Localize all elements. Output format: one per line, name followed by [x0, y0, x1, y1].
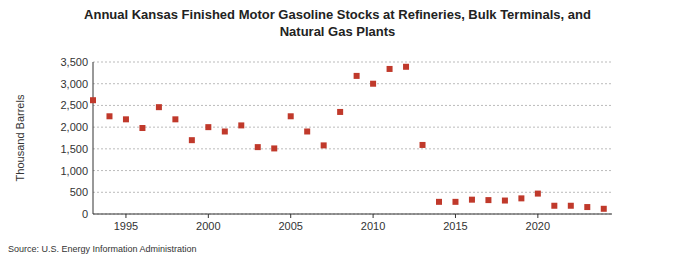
point — [568, 203, 574, 209]
point — [469, 197, 475, 203]
point — [304, 128, 310, 134]
x-tick — [208, 214, 209, 218]
y-axis — [93, 62, 94, 214]
point — [156, 104, 162, 110]
grid-line — [93, 83, 612, 84]
point — [106, 113, 112, 119]
x-axis — [93, 214, 612, 215]
point — [189, 137, 195, 143]
y-tick-label: 2,000 — [60, 121, 88, 133]
x-tick-label: 2005 — [278, 220, 302, 232]
point — [337, 109, 343, 115]
y-tick-label: 2,500 — [60, 99, 88, 111]
point — [452, 199, 458, 205]
point — [387, 66, 393, 72]
point — [485, 197, 491, 203]
point — [172, 116, 178, 122]
point — [502, 198, 508, 204]
grid-line — [93, 105, 612, 106]
point — [238, 122, 244, 128]
grid-line — [93, 192, 612, 193]
x-tick-label: 2000 — [196, 220, 220, 232]
x-tick-label: 2010 — [361, 220, 385, 232]
y-tick-label: 3,000 — [60, 78, 88, 90]
grid-line — [93, 148, 612, 149]
x-tick-label: 1995 — [114, 220, 138, 232]
source: Source: U.S. Energy Information Administ… — [8, 244, 197, 254]
point — [205, 124, 211, 130]
point — [90, 97, 96, 103]
point — [354, 73, 360, 79]
point — [551, 203, 557, 209]
grid-line — [93, 62, 612, 63]
x-tick — [455, 214, 456, 218]
y-tick-label: 500 — [70, 186, 88, 198]
x-tick-label: 2020 — [526, 220, 550, 232]
x-tick — [125, 214, 126, 218]
y-tick-label: 1,000 — [60, 165, 88, 177]
grid-line — [93, 214, 612, 215]
title: Annual Kansas Finished Motor Gasoline St… — [60, 6, 615, 40]
point — [403, 64, 409, 70]
chart: {"chart_data": {"type": "scatter", "titl… — [0, 0, 675, 275]
x-tick — [290, 214, 291, 218]
grid-line — [93, 127, 612, 128]
point — [535, 191, 541, 197]
point — [139, 125, 145, 131]
x-tick — [373, 214, 374, 218]
point — [288, 113, 294, 119]
y-tick-label: 1,500 — [60, 143, 88, 155]
y-tick-label: 3,500 — [60, 56, 88, 68]
point — [601, 206, 607, 212]
x-tick-label: 2015 — [443, 220, 467, 232]
point — [370, 81, 376, 87]
point — [518, 195, 524, 201]
y-axis-label: Thousand Barrels — [14, 94, 26, 181]
plot-area — [93, 62, 612, 214]
grid-line — [93, 170, 612, 171]
x-tick — [537, 214, 538, 218]
point — [584, 204, 590, 210]
point — [123, 116, 129, 122]
point — [255, 144, 261, 150]
point — [420, 142, 426, 148]
point — [436, 199, 442, 205]
point — [321, 142, 327, 148]
point — [222, 128, 228, 134]
y-tick-label: 0 — [82, 208, 88, 220]
points — [90, 64, 607, 212]
point — [271, 145, 277, 151]
